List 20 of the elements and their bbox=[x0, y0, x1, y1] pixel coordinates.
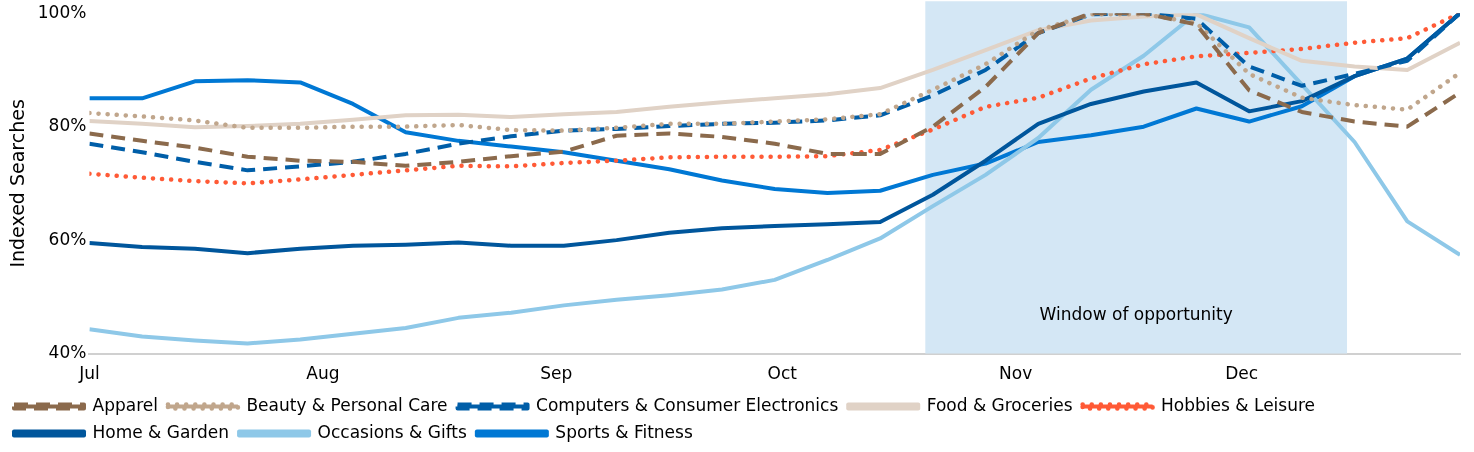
legend-label: Computers & Consumer Electronics bbox=[536, 394, 839, 415]
y-tick-label: 40% bbox=[48, 342, 87, 363]
x-tick-label: Dec bbox=[1225, 363, 1259, 384]
legend-label: Apparel bbox=[92, 394, 158, 415]
x-tick-label: Aug bbox=[306, 363, 340, 384]
legend-label: Occasions & Gifts bbox=[317, 421, 467, 442]
x-tick-label: Oct bbox=[767, 363, 798, 384]
x-tick-label: Jul bbox=[78, 363, 100, 384]
x-tick-label: Nov bbox=[999, 363, 1033, 384]
y-tick-label: 80% bbox=[48, 115, 87, 136]
legend-label: Hobbies & Leisure bbox=[1161, 394, 1316, 415]
y-axis-title: Indexed Searches bbox=[6, 99, 29, 268]
legend-label: Sports & Fitness bbox=[555, 421, 693, 442]
legend-label: Beauty & Personal Care bbox=[246, 394, 448, 415]
band-label: Window of opportunity bbox=[1039, 304, 1233, 325]
legend-label: Home & Garden bbox=[92, 421, 230, 442]
x-tick-label: Sep bbox=[540, 363, 573, 384]
legend-label: Food & Groceries bbox=[926, 394, 1073, 415]
y-tick-label: 100% bbox=[37, 1, 87, 22]
y-tick-label: 60% bbox=[48, 228, 87, 249]
